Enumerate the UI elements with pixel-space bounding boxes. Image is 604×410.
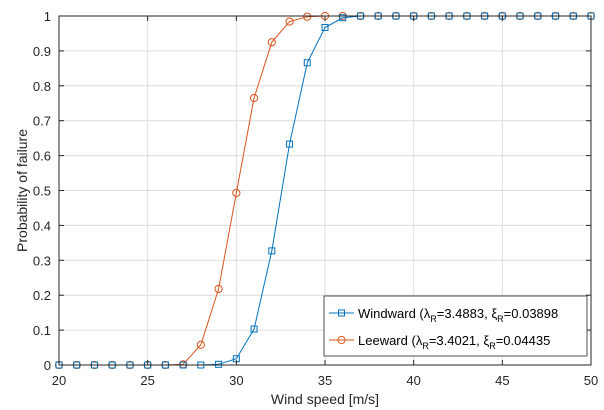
y-tick-label: 0.6 [33, 149, 51, 164]
windward-point [250, 325, 258, 333]
windward-point [321, 24, 329, 32]
windward-point [286, 140, 294, 148]
x-tick-label: 40 [406, 373, 420, 388]
legend-box [323, 295, 588, 357]
y-tick-label: 0.2 [33, 288, 51, 303]
y-tick-label: 0.9 [33, 44, 51, 59]
legend-marker-windward [338, 309, 345, 317]
windward-point [215, 360, 223, 368]
y-axis-label: Probability of failure [14, 129, 30, 252]
tick-labels: 20 25 30 35 40 45 50 0 0.1 0.2 0.3 0.4 0.5 0.6 0.7 0.8 0… [33, 9, 598, 388]
legend-label-windward: Windward (λR=3.4883, ξR=0.03898 [358, 306, 558, 324]
leeward-point [267, 38, 276, 47]
y-tick-label: 0.7 [33, 114, 51, 129]
legend-item-leeward: Leeward (λR=3.4021, ξR=0.04435 [329, 333, 550, 351]
leeward-point [249, 93, 259, 103]
x-tick-label: 45 [495, 373, 509, 388]
y-tick-label: 0 [44, 358, 51, 373]
y-tick-label: 0.3 [33, 253, 51, 268]
leeward-point [303, 12, 312, 21]
windward-point [339, 14, 347, 22]
x-tick-label: 50 [584, 373, 598, 388]
x-tick-label: 35 [318, 373, 332, 388]
legend-marker-leeward [337, 335, 346, 345]
leeward-point [232, 188, 241, 198]
legend-item-windward: Windward (λR=3.4883, ξR=0.03898 [329, 306, 558, 324]
windward-point [268, 247, 276, 255]
legend: Windward (λR=3.4883, ξR=0.03898 Leeward (… [323, 295, 588, 357]
leeward-point [285, 17, 294, 26]
leeward-point [214, 284, 223, 294]
y-tick-label: 0.8 [33, 79, 51, 94]
y-tick-label: 1 [44, 9, 51, 24]
legend-label-leeward: Leeward (λR=3.4021, ξR=0.04435 [358, 333, 550, 351]
leeward-point [196, 340, 205, 349]
axes [58, 15, 592, 366]
x-tick-label: 20 [52, 373, 66, 388]
x-tick-label: 30 [229, 373, 243, 388]
y-tick-label: 0.1 [33, 323, 51, 338]
y-tick-label: 0.5 [33, 184, 51, 199]
x-axis-label: Wind speed [m/s] [271, 391, 379, 407]
windward-point [303, 59, 311, 67]
x-tick-label: 25 [140, 373, 154, 388]
y-tick-label: 0.4 [33, 218, 51, 233]
